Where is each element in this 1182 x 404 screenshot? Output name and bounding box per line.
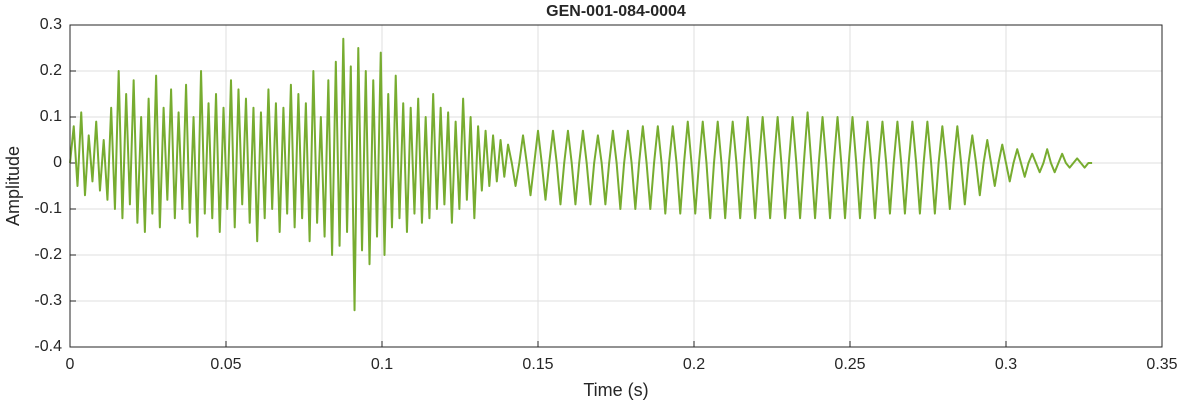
x-tick-label: 0.15 [522,356,553,373]
x-tick-label: 0 [66,356,75,373]
y-tick-label: -0.3 [34,292,62,309]
x-tick-label: 0.25 [834,356,865,373]
axes-box [69,24,1163,348]
x-tick-label: 0.05 [210,356,241,373]
y-tick-label: 0.3 [40,16,62,33]
signal-line [69,37,1093,312]
y-tick-label: -0.4 [34,338,62,355]
y-tick-label: 0 [53,154,62,171]
x-axis-label: Time (s) [583,380,648,400]
x-tick-label: 0.35 [1146,356,1177,373]
y-tick-label: -0.1 [34,200,62,217]
y-tick-label: -0.2 [34,246,62,263]
y-axis-label: Amplitude [3,146,23,226]
x-tick-label: 0.3 [995,356,1017,373]
y-tick-label: 0.2 [40,62,62,79]
chart-title: GEN-001-084-0004 [546,3,686,20]
x-tick-label: 0.1 [371,356,393,373]
x-tick-label: 0.2 [683,356,705,373]
y-tick-label: 0.1 [40,108,62,125]
